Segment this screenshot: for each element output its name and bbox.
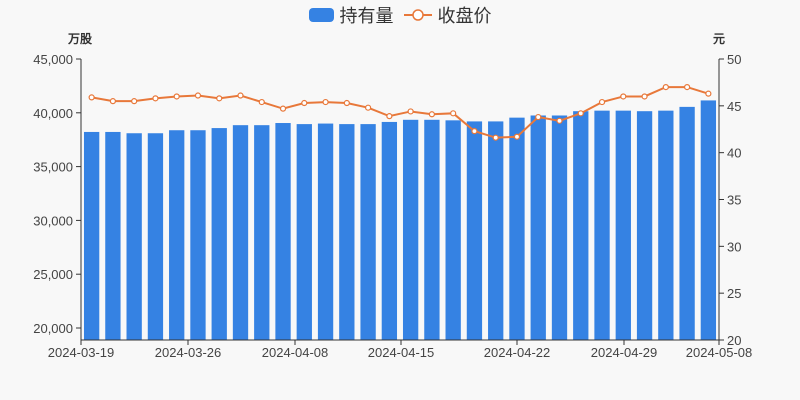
bar[interactable]	[381, 121, 398, 340]
price-point[interactable]	[598, 98, 606, 106]
x-tick-label: 2024-04-22	[484, 345, 551, 360]
right-axis-unit: 元	[713, 32, 726, 46]
price-point[interactable]	[428, 111, 435, 118]
price-point[interactable]	[662, 83, 669, 91]
price-point[interactable]	[216, 95, 223, 102]
bar[interactable]	[211, 128, 227, 340]
bar[interactable]	[232, 125, 249, 340]
right-tick-label: 35	[727, 193, 741, 208]
bar[interactable]	[636, 111, 653, 340]
bar[interactable]	[679, 106, 695, 340]
price-point[interactable]	[407, 108, 414, 115]
price-point[interactable]	[237, 92, 244, 99]
price-point[interactable]	[471, 128, 478, 135]
price-point[interactable]	[173, 93, 180, 100]
price-point[interactable]	[641, 93, 648, 100]
bar[interactable]	[296, 124, 312, 341]
bar[interactable]	[445, 120, 461, 340]
right-tick-label: 30	[727, 239, 741, 254]
left-tick-label: 35,000	[33, 160, 73, 175]
legend-item-holdings[interactable]: 持有量	[308, 2, 394, 28]
left-tick-label: 25,000	[33, 267, 73, 282]
bar[interactable]	[573, 111, 589, 340]
bar[interactable]	[190, 130, 206, 340]
bar[interactable]	[424, 119, 440, 340]
right-tick-label: 40	[727, 146, 741, 161]
price-point[interactable]	[88, 94, 95, 101]
left-axis-unit: 万股	[68, 32, 93, 46]
price-point[interactable]	[492, 134, 499, 141]
price-point[interactable]	[620, 93, 627, 100]
right-tick-label: 45	[727, 99, 741, 114]
price-point[interactable]	[301, 99, 308, 107]
bar[interactable]	[105, 131, 121, 340]
price-point[interactable]	[556, 117, 563, 124]
legend-item-close-price[interactable]: 收盘价	[403, 2, 492, 28]
right-tick-label: 20	[727, 333, 741, 348]
legend-label-holdings: 持有量	[339, 6, 394, 26]
left-tick-label: 30,000	[33, 213, 73, 228]
bar[interactable]	[530, 115, 546, 341]
bar[interactable]	[658, 110, 674, 340]
right-tick-label: 25	[727, 286, 741, 301]
price-point[interactable]	[535, 113, 542, 121]
price-point[interactable]	[577, 110, 584, 117]
price-point[interactable]	[343, 99, 350, 107]
bar[interactable]	[509, 117, 525, 340]
bar[interactable]	[275, 123, 291, 340]
bar[interactable]	[551, 115, 568, 341]
bar[interactable]	[147, 133, 164, 340]
price-point[interactable]	[194, 92, 202, 99]
close-price-line	[91, 86, 709, 139]
price-point[interactable]	[258, 98, 265, 106]
price-point[interactable]	[322, 98, 329, 106]
right-tick-label: 50	[727, 52, 741, 67]
x-tick-label: 2024-04-08	[262, 345, 329, 360]
price-point[interactable]	[683, 83, 691, 91]
bar[interactable]	[317, 123, 334, 340]
bar[interactable]	[254, 125, 270, 340]
price-point[interactable]	[152, 95, 159, 102]
price-point[interactable]	[131, 98, 138, 105]
bar[interactable]	[488, 121, 504, 341]
bar[interactable]	[339, 124, 355, 341]
legend-label-close-price: 收盘价	[437, 6, 492, 26]
line-marker-icon	[403, 9, 432, 21]
left-tick-label: 40,000	[33, 106, 73, 121]
price-point[interactable]	[386, 113, 393, 120]
bar[interactable]	[594, 110, 610, 340]
price-point[interactable]	[109, 98, 117, 105]
price-point[interactable]	[365, 104, 372, 111]
bar[interactable]	[700, 100, 717, 341]
left-tick-label: 20,000	[33, 321, 73, 336]
x-tick-label: 2024-03-26	[155, 345, 222, 360]
bar[interactable]	[402, 119, 419, 340]
x-tick-label: 2024-03-19	[48, 345, 115, 360]
price-point[interactable]	[513, 133, 521, 140]
bar[interactable]	[169, 130, 185, 340]
price-point[interactable]	[279, 105, 287, 112]
bar-swatch-icon	[308, 8, 334, 22]
x-tick-label: 2024-04-29	[591, 345, 658, 360]
bar[interactable]	[126, 133, 142, 340]
bar[interactable]	[466, 121, 483, 341]
bar[interactable]	[615, 110, 631, 340]
x-tick-label: 2024-05-08	[686, 345, 753, 360]
price-point[interactable]	[705, 90, 712, 97]
x-tick-label: 2024-04-15	[368, 345, 435, 360]
bar[interactable]	[360, 124, 376, 341]
bar[interactable]	[83, 131, 100, 340]
left-tick-label: 45,000	[33, 52, 73, 67]
price-point[interactable]	[450, 110, 457, 117]
legend: 持有量 收盘价	[0, 2, 800, 28]
